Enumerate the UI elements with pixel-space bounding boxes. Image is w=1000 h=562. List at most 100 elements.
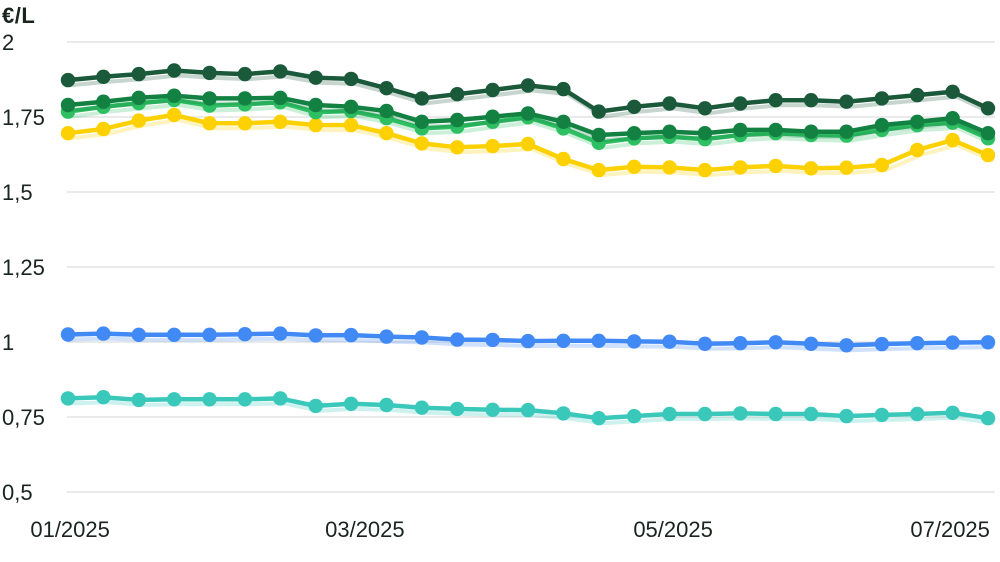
data-point-green-line[interactable]: [839, 124, 854, 139]
data-point-teal-line[interactable]: [697, 406, 713, 422]
data-point-blue-line[interactable]: [945, 335, 960, 350]
data-point-yellow-line[interactable]: [202, 116, 217, 131]
data-point-green-line[interactable]: [308, 97, 323, 113]
data-point-blue-line[interactable]: [96, 326, 111, 341]
data-point-blue-line[interactable]: [520, 333, 536, 349]
data-point-green-line[interactable]: [60, 97, 76, 113]
data-point-dark-green-line[interactable]: [874, 91, 890, 106]
data-point-dark-green-line[interactable]: [910, 87, 925, 103]
data-point-green-line[interactable]: [591, 127, 606, 143]
data-point-teal-line[interactable]: [379, 397, 394, 413]
data-point-teal-line[interactable]: [308, 398, 323, 414]
data-point-dark-green-line[interactable]: [520, 78, 536, 93]
data-point-green-line[interactable]: [520, 106, 536, 121]
data-point-yellow-line[interactable]: [768, 158, 783, 174]
data-point-green-line[interactable]: [803, 124, 819, 139]
data-point-teal-line[interactable]: [414, 400, 430, 415]
data-point-teal-line[interactable]: [237, 392, 253, 407]
data-point-teal-line[interactable]: [485, 402, 500, 417]
data-point-yellow-line[interactable]: [945, 132, 960, 148]
data-point-green-line[interactable]: [768, 122, 783, 138]
data-point-yellow-line[interactable]: [273, 114, 288, 129]
data-point-blue-line[interactable]: [237, 327, 253, 342]
data-point-yellow-line[interactable]: [591, 162, 606, 178]
data-point-yellow-line[interactable]: [874, 157, 890, 173]
data-point-dark-green-line[interactable]: [591, 104, 606, 119]
data-point-blue-line[interactable]: [273, 326, 288, 341]
data-point-yellow-line[interactable]: [343, 117, 359, 133]
data-point-green-line[interactable]: [874, 117, 890, 133]
data-point-dark-green-line[interactable]: [556, 81, 571, 97]
data-point-blue-line[interactable]: [556, 333, 571, 348]
data-point-green-line[interactable]: [450, 112, 465, 128]
data-point-green-line[interactable]: [697, 126, 713, 141]
data-point-teal-line[interactable]: [131, 392, 146, 408]
data-point-teal-line[interactable]: [450, 401, 465, 417]
data-point-blue-line[interactable]: [60, 327, 76, 342]
data-point-dark-green-line[interactable]: [379, 81, 394, 96]
data-point-green-line[interactable]: [166, 88, 182, 103]
data-point-teal-line[interactable]: [910, 406, 925, 422]
data-point-dark-green-line[interactable]: [273, 64, 288, 79]
data-point-teal-line[interactable]: [202, 392, 217, 407]
data-point-teal-line[interactable]: [520, 402, 536, 418]
data-point-blue-line[interactable]: [980, 335, 996, 350]
data-point-blue-line[interactable]: [768, 335, 783, 350]
data-point-green-line[interactable]: [96, 94, 111, 109]
data-point-blue-line[interactable]: [874, 336, 890, 352]
data-point-green-line[interactable]: [945, 111, 960, 126]
data-point-teal-line[interactable]: [626, 408, 642, 424]
data-point-blue-line[interactable]: [662, 334, 677, 349]
data-point-yellow-line[interactable]: [839, 160, 854, 175]
data-point-dark-green-line[interactable]: [60, 72, 76, 88]
data-point-blue-line[interactable]: [803, 336, 819, 351]
data-point-blue-line[interactable]: [414, 330, 430, 345]
data-point-dark-green-line[interactable]: [166, 63, 182, 78]
data-point-dark-green-line[interactable]: [131, 66, 146, 82]
data-point-green-line[interactable]: [733, 122, 748, 138]
data-point-dark-green-line[interactable]: [343, 71, 359, 87]
data-point-yellow-line[interactable]: [166, 107, 182, 123]
data-point-green-line[interactable]: [626, 126, 642, 141]
data-point-yellow-line[interactable]: [980, 147, 996, 163]
data-point-dark-green-line[interactable]: [202, 65, 217, 81]
data-point-teal-line[interactable]: [874, 407, 890, 423]
data-point-teal-line[interactable]: [803, 406, 819, 422]
data-point-green-line[interactable]: [379, 103, 394, 119]
data-point-dark-green-line[interactable]: [697, 101, 713, 116]
data-point-dark-green-line[interactable]: [626, 99, 642, 115]
data-point-yellow-line[interactable]: [60, 126, 76, 141]
data-point-yellow-line[interactable]: [237, 116, 253, 131]
data-point-green-line[interactable]: [273, 90, 288, 106]
data-point-blue-line[interactable]: [485, 332, 500, 348]
data-point-green-line[interactable]: [202, 91, 217, 106]
data-point-yellow-line[interactable]: [485, 138, 500, 154]
data-point-dark-green-line[interactable]: [662, 96, 677, 111]
data-point-blue-line[interactable]: [308, 328, 323, 343]
data-point-teal-line[interactable]: [60, 391, 76, 406]
data-point-green-line[interactable]: [237, 91, 253, 106]
data-point-teal-line[interactable]: [662, 406, 677, 422]
data-point-teal-line[interactable]: [980, 411, 996, 426]
data-point-green-line[interactable]: [662, 124, 677, 139]
data-point-teal-line[interactable]: [556, 406, 571, 421]
data-point-dark-green-line[interactable]: [733, 96, 748, 111]
data-point-green-line[interactable]: [131, 90, 146, 106]
data-point-dark-green-line[interactable]: [308, 70, 323, 85]
data-point-yellow-line[interactable]: [662, 160, 677, 175]
data-point-yellow-line[interactable]: [379, 126, 394, 141]
data-point-yellow-line[interactable]: [520, 136, 536, 152]
data-point-green-line[interactable]: [485, 109, 500, 124]
data-point-teal-line[interactable]: [768, 406, 783, 422]
data-point-dark-green-line[interactable]: [803, 93, 819, 108]
data-point-blue-line[interactable]: [733, 336, 748, 351]
data-point-blue-line[interactable]: [839, 338, 854, 353]
data-point-blue-line[interactable]: [626, 334, 642, 349]
data-point-dark-green-line[interactable]: [839, 94, 854, 109]
data-point-yellow-line[interactable]: [733, 160, 748, 175]
data-point-yellow-line[interactable]: [414, 136, 430, 151]
data-point-green-line[interactable]: [556, 114, 571, 129]
data-point-yellow-line[interactable]: [96, 121, 111, 137]
data-point-blue-line[interactable]: [450, 332, 465, 347]
data-point-dark-green-line[interactable]: [450, 87, 465, 102]
